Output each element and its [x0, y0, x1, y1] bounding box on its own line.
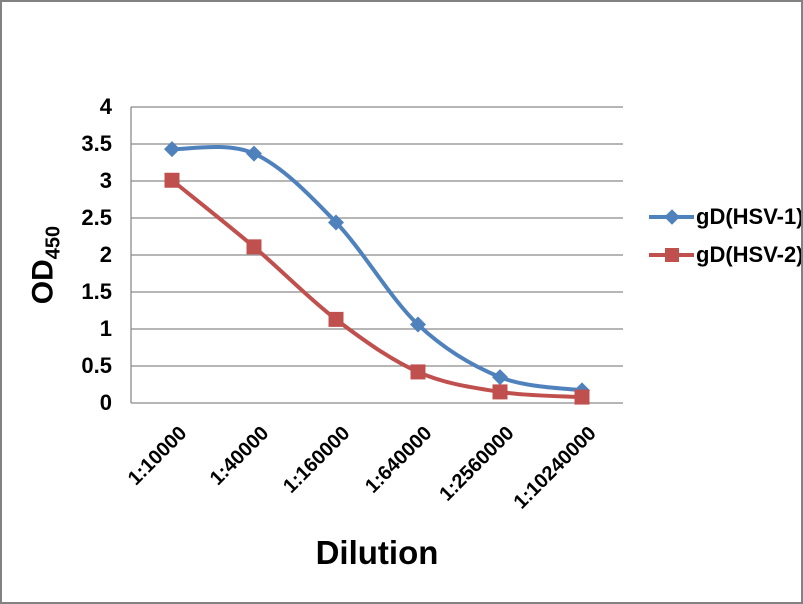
y-axis-title-main: OD	[26, 259, 60, 305]
x-axis-title: Dilution	[315, 534, 439, 571]
series2-key	[649, 242, 694, 268]
series1-key	[649, 204, 694, 230]
legend-item-hsv1: gD(HSV-1)	[649, 204, 803, 230]
legend-label-hsv1: gD(HSV-1)	[696, 204, 803, 229]
y-tick-label: 1	[99, 316, 112, 341]
y-axis-title: OD450	[27, 226, 66, 304]
y-tick-label: 2.5	[81, 205, 112, 230]
legend-label-hsv2: gD(HSV-2)	[696, 242, 803, 267]
legend-item-hsv2: gD(HSV-2)	[649, 242, 803, 268]
series1-diamond-marker-icon	[663, 209, 680, 225]
y-tick-label: 0	[99, 390, 112, 415]
series2-square-marker-icon	[664, 248, 679, 262]
y-tick-label: 3.5	[81, 131, 112, 156]
y-tick-label: 2	[99, 242, 112, 267]
y-axis-title-subscript: 450	[42, 225, 65, 260]
y-tick-label: 3	[99, 168, 112, 193]
y-tick-label: 1.5	[81, 279, 112, 304]
y-tick-label: 4	[99, 94, 112, 119]
y-tick-label: 0.5	[81, 353, 112, 378]
